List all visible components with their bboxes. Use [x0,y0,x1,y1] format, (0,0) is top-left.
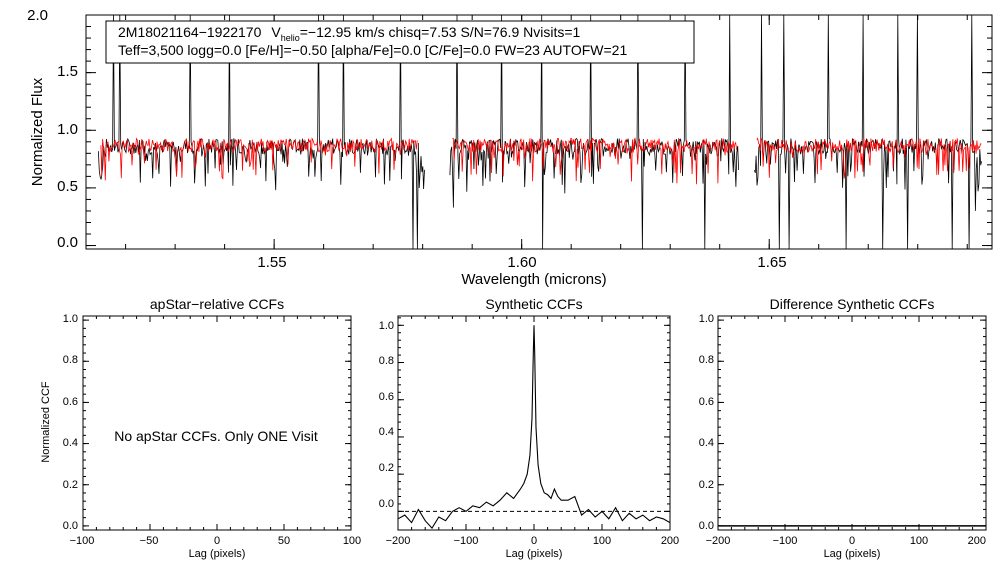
apstar-ccf-title: apStar−relative CCFs [150,296,284,312]
synthetic-xtick-label: −100 [454,535,479,547]
synthetic-ccf-curve-layer [397,325,671,530]
apstar-y-axis-label: Normalized CCF [40,381,52,463]
synthetic-ccf-title: Synthetic CCFs [485,296,582,312]
synthetic-ccf-ticks [397,316,671,530]
apstar-ytick-label: 0.8 [63,354,78,366]
star-id: 2M18021164−1922170 [118,24,262,40]
difference-ytick-label: 0.4 [699,437,714,449]
difference-ytick-label: 1.0 [699,313,714,325]
apstar-xtick-label: −100 [70,535,95,547]
synthetic-ytick-label: 0.4 [379,426,394,438]
synthetic-ccf-curve [397,325,671,530]
spectrum-ytick-label: 1.0 [57,121,78,138]
apstar-ccf-ticks [82,316,352,530]
synthetic-ytick-label: 1.0 [379,320,394,332]
difference-xtick-label: 100 [910,535,928,547]
synthetic-xtick-label: 200 [661,535,679,547]
synthetic-spectrum-line [756,137,982,179]
vhelio-subscript: helio [281,33,300,43]
apstar-xtick-label: 50 [278,535,290,547]
spectrum-info-box [105,20,695,64]
spectrum-info-line-2: Teff=3,500 logg=0.0 [Fe/H]=−0.50 [alpha/… [118,42,627,58]
difference-ccf-title: Difference Synthetic CCFs [770,296,935,312]
apstar-ytick-label: 0.2 [63,479,78,491]
spectrum-ytick-label: 0.0 [57,234,78,251]
difference-xtick-label: −100 [773,535,798,547]
synthetic-xtick-label: 100 [593,535,611,547]
spectrum-lines [98,14,982,250]
difference-ccf-plot-frame [717,315,987,531]
difference-xtick-label: 200 [968,535,986,547]
spectrum-ytick-label: 2.0 [27,7,48,24]
spectrum-xtick-label: 1.55 [257,254,286,271]
spectrum-x-axis-label: Wavelength (microns) [461,271,606,288]
difference-x-axis-label: Lag (pixels) [824,548,881,560]
apstar-xtick-label: 100 [343,535,361,547]
apstar-ytick-label: 1.0 [63,313,78,325]
apstar-ccf-plot-frame [82,315,352,531]
spectrum-info-line-1: 2M18021164−1922170 Vhelio=−12.95 km/s chi… [118,24,581,43]
spectrum-plot-frame [85,14,993,250]
synthetic-x-axis-label: Lag (pixels) [506,548,563,560]
apstar-ytick-label: 0.6 [63,396,78,408]
spectrum-y-axis-label: Normalized Flux [29,77,46,186]
synthetic-spectrum-line [100,137,418,181]
synthetic-ccf-plot-frame [397,315,671,531]
vhelio-symbol: V [271,24,281,40]
spectrum-xtick-label: 1.65 [757,254,786,271]
fit-summary: =−12.95 km/s chisq=7.53 S/N=76.9 Nvisits… [300,24,581,40]
difference-ytick-label: 0.2 [699,479,714,491]
synthetic-xtick-label: 0 [531,535,537,547]
spectrum-xtick-label: 1.60 [507,254,536,271]
apstar-xtick-label: 0 [214,535,220,547]
synthetic-spectrum-line [452,137,737,185]
synthetic-ytick-label: 0.8 [379,355,394,367]
no-ccf-message: No apStar CCFs. Only ONE Visit [114,428,318,444]
synthetic-ytick-label: 0.2 [379,462,394,474]
observed-spectrum-line [754,14,982,250]
apstar-ytick-label: 0.0 [63,520,78,532]
apstar-ytick-label: 0.4 [63,437,78,449]
apstar-ccf-panel: apStar−relative CCFs No apStar CCFs. Onl… [40,296,361,560]
difference-xtick-label: 0 [849,535,855,547]
difference-ytick-label: 0.8 [699,354,714,366]
synthetic-ytick-label: 0.0 [379,498,394,510]
difference-ccf-panel: Difference Synthetic CCFs 0.0 0.2 0.4 0.… [699,296,987,560]
spectrum-panel: 2.0 1.5 1.0 0.5 0.0 1.55 1.60 1.65 Wavel… [27,7,993,288]
synthetic-xtick-label: −200 [386,535,411,547]
difference-ytick-label: 0.0 [699,520,714,532]
synthetic-ccf-panel: Synthetic CCFs 0.0 0.2 0.4 0.6 0.8 1.0 −… [379,296,679,560]
difference-xtick-label: −200 [706,535,731,547]
spectrum-ytick-label: 0.5 [57,178,78,195]
apstar-xtick-label: −50 [140,535,159,547]
difference-ccf-ticks [717,316,987,530]
spectrum-ytick-label: 1.5 [57,63,78,80]
apstar-x-axis-label: Lag (pixels) [189,548,246,560]
difference-ytick-label: 0.6 [699,396,714,408]
synthetic-ytick-label: 0.6 [379,391,394,403]
